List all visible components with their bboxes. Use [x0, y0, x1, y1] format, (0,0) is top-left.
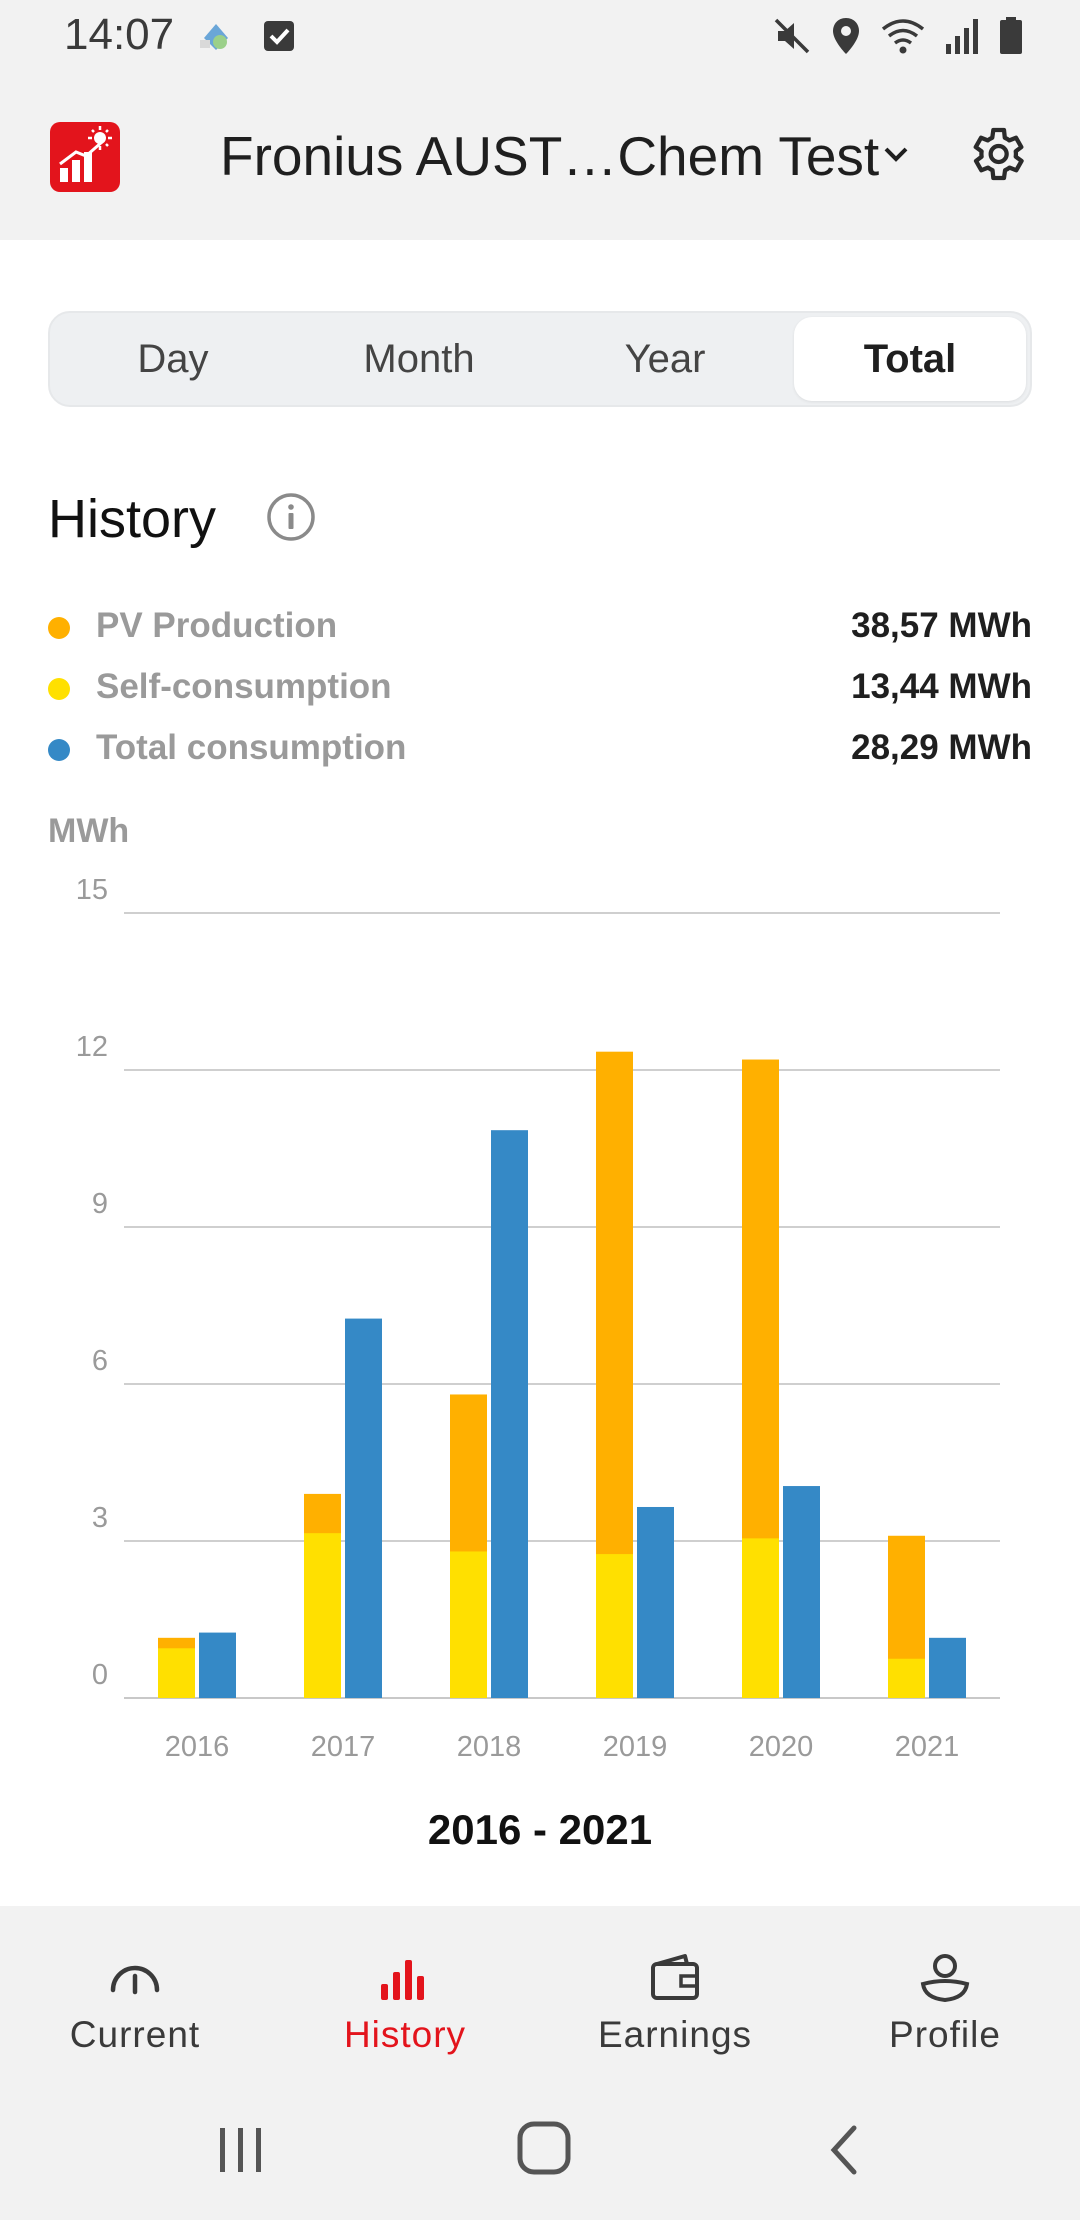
bar-self-consumption: [450, 1551, 487, 1698]
legend-label: Total consumption: [96, 728, 407, 767]
bar-total-consumption: [637, 1506, 674, 1698]
tab-year[interactable]: Year: [624, 336, 706, 381]
legend-label: PV Production: [96, 606, 338, 645]
chart-unit-label: MWh: [48, 812, 130, 850]
site-selector[interactable]: Fronius AUST…Chem Test: [220, 125, 880, 187]
chevron-down-icon[interactable]: [876, 134, 916, 174]
wifi-icon: [880, 16, 926, 61]
x-tick-label: 2016: [165, 1731, 230, 1763]
bar-chart-icon: [375, 1948, 435, 2008]
legend-dot-total-consumption: [48, 739, 70, 761]
app-logo-icon[interactable]: [50, 122, 120, 192]
tab-month[interactable]: Month: [363, 336, 475, 381]
home-icon[interactable]: [516, 2120, 572, 2181]
legend-value: 38,57 MWh: [851, 606, 1032, 645]
bar-self-consumption: [304, 1533, 341, 1698]
nav-earnings[interactable]: Earnings: [540, 1906, 810, 2076]
history-title: History: [48, 489, 217, 549]
bar-total-consumption: [199, 1632, 236, 1698]
nav-label: History: [343, 2014, 467, 2055]
gauge-icon: [105, 1948, 165, 2008]
checkbox-notification-icon: [262, 19, 296, 58]
y-tick-label: 12: [76, 1031, 108, 1063]
app-notification-icon: [196, 16, 236, 61]
x-tick-label: 2017: [311, 1731, 376, 1763]
history-bar-chart: 0 3 6 9 12 15 2016 2017 2018 2019 2020 2021: [76, 874, 1000, 1763]
y-tick-label: 6: [92, 1345, 108, 1377]
y-tick-label: 15: [76, 874, 108, 906]
bar-total-consumption: [345, 1318, 382, 1698]
nav-label: Earnings: [597, 2014, 753, 2055]
legend-row-total-consumption: Total consumption 28,29 MWh: [48, 724, 1032, 774]
location-icon: [830, 16, 862, 61]
gear-icon[interactable]: [964, 122, 1028, 186]
recent-apps-icon[interactable]: [216, 2122, 266, 2183]
user-icon: [915, 1948, 975, 2008]
bar-self-consumption: [596, 1554, 633, 1698]
bar-total-consumption: [491, 1130, 528, 1698]
nav-label: Current: [69, 2014, 201, 2055]
bar-total-consumption: [929, 1637, 966, 1698]
info-icon[interactable]: [266, 492, 316, 542]
back-icon[interactable]: [824, 2122, 864, 2183]
bar-self-consumption: [888, 1658, 925, 1698]
x-tick-label: 2018: [457, 1731, 522, 1763]
tab-total[interactable]: Total: [794, 317, 1026, 401]
legend-row-self-consumption: Self-consumption 13,44 MWh: [48, 663, 1032, 713]
battery-icon: [998, 16, 1024, 61]
legend-label: Self-consumption: [96, 667, 392, 706]
wallet-icon: [645, 1948, 705, 2008]
legend-dot-self-consumption: [48, 678, 70, 700]
nav-current[interactable]: Current: [0, 1906, 270, 2076]
status-time: 14:07: [64, 10, 175, 59]
app-bar: Fronius AUST…Chem Test: [0, 72, 1080, 240]
status-left-icons: [196, 16, 296, 61]
mute-icon: [772, 16, 812, 61]
legend-value: 28,29 MWh: [851, 728, 1032, 767]
y-tick-label: 0: [92, 1659, 108, 1691]
status-right-icons: [772, 16, 1024, 61]
bottom-nav: Current History Earnings Profile: [0, 1906, 1080, 2076]
tab-day[interactable]: Day: [137, 336, 209, 381]
x-tick-label: 2019: [603, 1731, 668, 1763]
legend-row-pv-production: PV Production 38,57 MWh: [48, 602, 1032, 652]
y-tick-label: 3: [92, 1502, 108, 1534]
nav-profile[interactable]: Profile: [810, 1906, 1080, 2076]
bar-total-consumption: [783, 1486, 820, 1698]
bar-self-consumption: [158, 1648, 195, 1698]
status-bar: 14:07: [0, 0, 1080, 72]
signal-icon: [944, 16, 980, 61]
nav-label: Profile: [889, 2014, 1001, 2055]
y-tick-label: 9: [92, 1188, 108, 1220]
nav-history[interactable]: History: [270, 1906, 540, 2076]
x-tick-label: 2020: [749, 1731, 814, 1763]
legend-value: 13,44 MWh: [851, 667, 1032, 706]
system-nav-bar: [0, 2076, 1080, 2220]
chart-period-label: 2016 - 2021: [427, 1806, 653, 1853]
period-tabs: Day Month Year Total: [48, 311, 1032, 407]
x-tick-label: 2021: [895, 1731, 960, 1763]
bar-self-consumption: [742, 1538, 779, 1698]
legend-dot-pv-production: [48, 617, 70, 639]
